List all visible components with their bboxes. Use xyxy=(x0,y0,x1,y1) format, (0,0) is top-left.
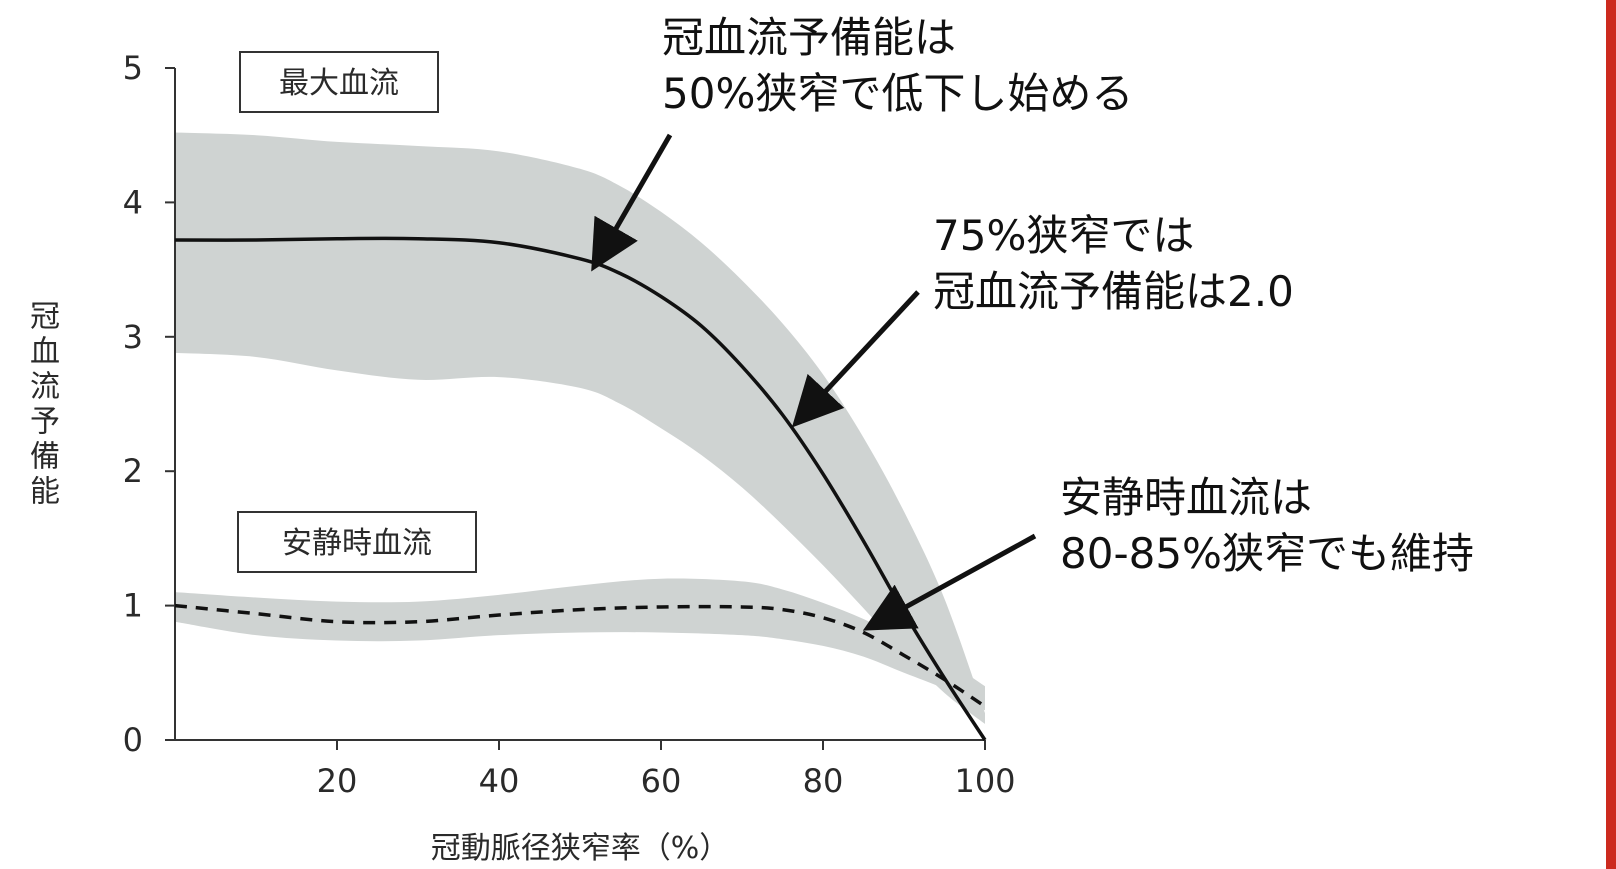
y-tick-label: 3 xyxy=(123,318,143,356)
line-series-1 xyxy=(174,236,987,741)
annotation-text: 冠血流予備能は 50%狭窄で低下し始める xyxy=(662,13,1133,118)
annotation-arrow xyxy=(791,290,920,428)
y-axis-title-char: 流 xyxy=(30,370,60,405)
annotation-line: 50%狭窄で低下し始める xyxy=(662,69,1133,118)
annotation-line: 75%狭窄では xyxy=(933,211,1194,260)
y-tick-label: 0 xyxy=(123,721,143,759)
confidence-bands xyxy=(175,132,985,724)
series-label-box xyxy=(237,511,477,573)
x-tick-label: 100 xyxy=(954,762,1015,800)
x-tick-label: 80 xyxy=(803,762,844,800)
annotation-line: 安静時血流は xyxy=(1060,473,1312,522)
x-tick-label: 20 xyxy=(317,762,358,800)
annotations: 冠血流予備能は 50%狭窄で低下し始める 75%狭窄では冠血流予備能は2.0 安静時血… xyxy=(591,13,1474,631)
band-series-1 xyxy=(175,132,985,724)
annotation-line: 冠血流予備能は xyxy=(662,13,956,62)
annotation-line: 80-85%狭窄でも維持 xyxy=(1060,529,1474,578)
series-label: 最大血流 xyxy=(279,66,399,101)
annotation-arrow xyxy=(862,533,1037,631)
line-series-2 xyxy=(174,603,986,708)
right-edge-accent xyxy=(1606,0,1616,869)
band-series-2 xyxy=(175,578,985,711)
y-tick-label: 1 xyxy=(123,587,143,625)
x-tick-label: 40 xyxy=(479,762,520,800)
series-label: 安静時血流 xyxy=(282,526,432,561)
annotation-text: 安静時血流は 80-85%狭窄でも維持 xyxy=(1060,473,1474,578)
annotation-arrow xyxy=(591,133,673,272)
y-tick-label: 2 xyxy=(123,452,143,490)
y-axis-title-char: 血 xyxy=(30,335,60,370)
y-axis-title-char: 備 xyxy=(30,440,60,475)
x-axis-title: 冠動脈径狭窄率（%） xyxy=(431,831,730,866)
series-lines xyxy=(174,236,987,741)
y-axis-title-char: 能 xyxy=(30,475,60,510)
y-tick-label: 5 xyxy=(123,49,143,87)
annotation-text: 75%狭窄では冠血流予備能は2.0 xyxy=(933,211,1294,316)
y-axis-title-char: 予 xyxy=(30,405,60,440)
axes: 0 1 2 3 4 5 20 40 60 80 100 冠動脈径狭窄率（%） 冠血流予備能 xyxy=(30,49,1016,866)
y-axis-title-char: 冠 xyxy=(30,300,60,335)
x-tick-label: 60 xyxy=(641,762,682,800)
y-axis-title: 冠血流予備能 xyxy=(30,300,60,510)
series-label-box xyxy=(239,51,439,113)
annotation-line: 冠血流予備能は2.0 xyxy=(933,267,1294,316)
y-tick-label: 4 xyxy=(123,183,143,221)
